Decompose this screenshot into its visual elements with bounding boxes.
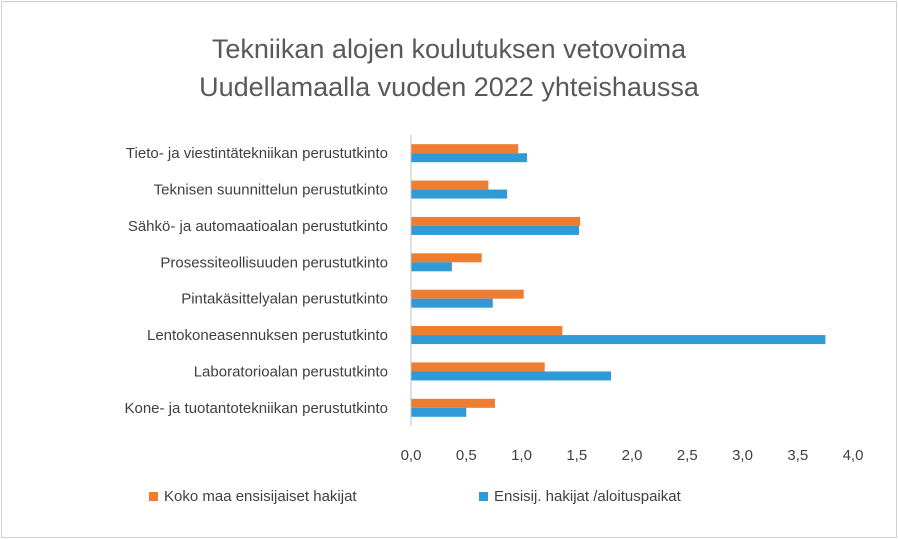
category-label: Laboratorioalan perustutkinto <box>194 363 388 380</box>
x-axis-tick-labels: 0,0 0,5 1,0 1,5 2,0 2,5 3,0 3,5 4,0 <box>401 447 864 464</box>
legend-swatch <box>149 492 158 501</box>
category-label: Lentokoneasennuksen perustutkinto <box>147 327 388 344</box>
legend-label: Ensisij. hakijat /aloituspaikat <box>494 488 682 505</box>
x-tick-label: 1,5 <box>566 447 587 464</box>
bar-ensisij-aloituspaikat <box>411 335 826 345</box>
bar-koko-maa <box>411 216 581 226</box>
bars <box>411 144 826 417</box>
bar-ensisij-aloituspaikat <box>411 371 612 381</box>
x-tick-label: 3,0 <box>732 447 753 464</box>
bar-koko-maa <box>411 180 489 190</box>
bar-ensisij-aloituspaikat <box>411 262 452 272</box>
category-label: Teknisen suunnittelun perustutkinto <box>154 182 388 199</box>
legend-swatch <box>479 492 488 501</box>
chart-title: Tekniikan alojen koulutuksen vetovoima U… <box>199 34 700 102</box>
category-label: Kone- ja tuotantotekniikan perustutkinto <box>124 400 388 417</box>
category-label: Sähkö- ja automaatioalan perustutkinto <box>128 218 388 235</box>
category-label: Tieto- ja viestintätekniikan perustutkin… <box>126 145 388 162</box>
x-tick-label: 0,5 <box>456 447 477 464</box>
bar-ensisij-aloituspaikat <box>411 407 467 417</box>
bar-koko-maa <box>411 398 495 408</box>
x-tick-label: 2,0 <box>622 447 643 464</box>
category-labels: Tieto- ja viestintätekniikan perustutkin… <box>124 145 388 417</box>
x-tick-label: 2,5 <box>677 447 698 464</box>
x-tick-label: 4,0 <box>843 447 864 464</box>
bar-koko-maa <box>411 289 524 299</box>
chart-title-line-1: Tekniikan alojen koulutuksen vetovoima <box>212 34 687 64</box>
x-tick-label: 1,0 <box>511 447 532 464</box>
bar-ensisij-aloituspaikat <box>411 189 508 199</box>
x-tick-label: 0,0 <box>401 447 422 464</box>
bar-koko-maa <box>411 253 482 263</box>
chart-title-line-2: Uudellamaalla vuoden 2022 yhteishaussa <box>199 72 700 102</box>
bar-ensisij-aloituspaikat <box>411 225 579 235</box>
bar-koko-maa <box>411 144 519 154</box>
legend: Koko maa ensisijaiset hakijat Ensisij. ha… <box>149 488 682 505</box>
legend-label: Koko maa ensisijaiset hakijat <box>164 488 357 505</box>
category-label: Pintakäsittelyalan perustutkinto <box>181 291 388 308</box>
x-tick-label: 3,5 <box>787 447 808 464</box>
category-label: Prosessiteollisuuden perustutkinto <box>160 254 388 271</box>
bar-koko-maa <box>411 362 545 372</box>
bar-koko-maa <box>411 326 563 336</box>
bar-ensisij-aloituspaikat <box>411 153 528 163</box>
bar-ensisij-aloituspaikat <box>411 298 493 308</box>
